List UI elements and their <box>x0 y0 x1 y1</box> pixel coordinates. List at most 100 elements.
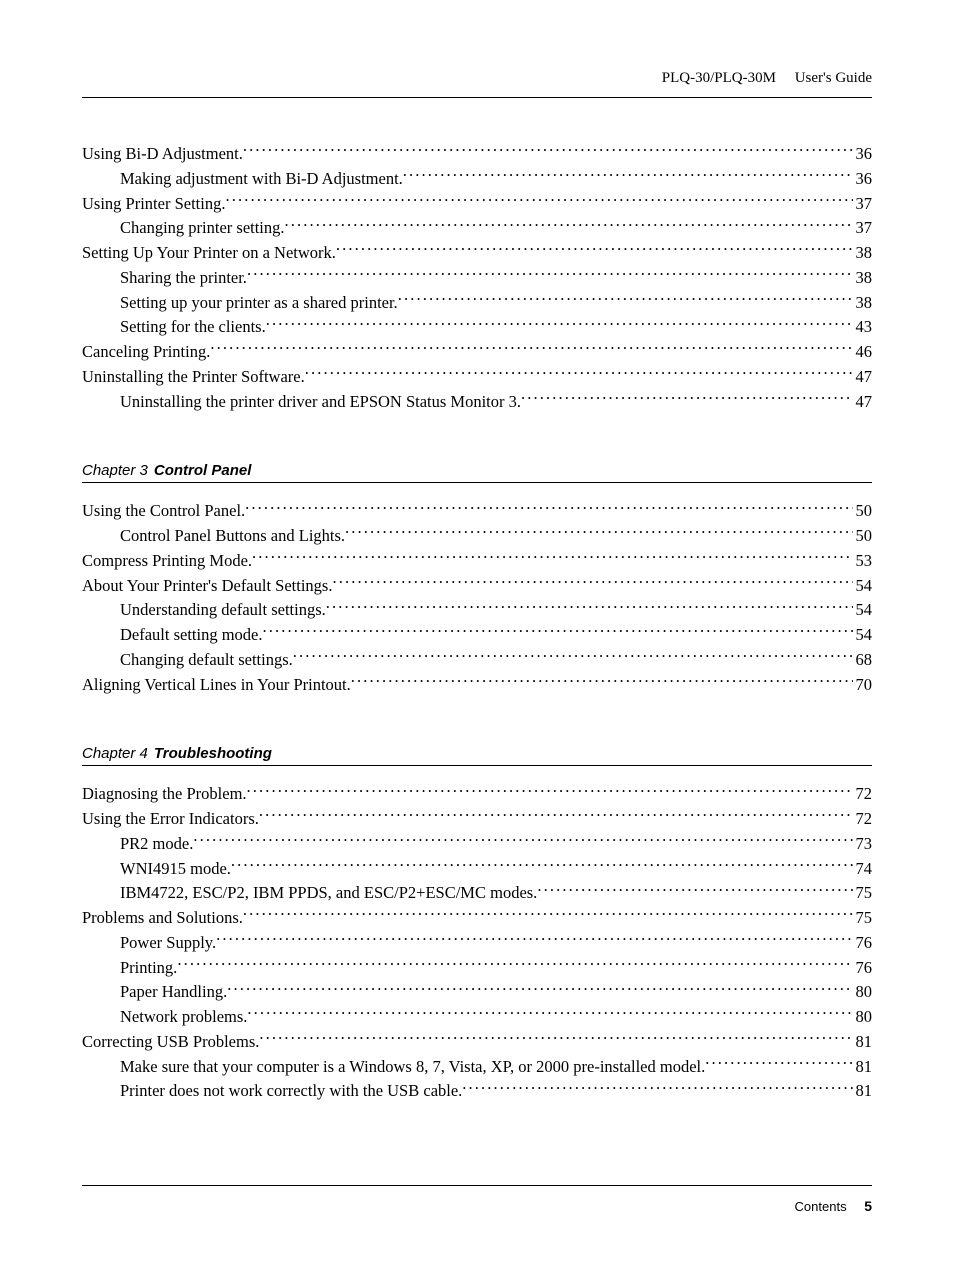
footer-page-number: 5 <box>850 1198 872 1214</box>
toc-entry-page: 74 <box>853 857 873 882</box>
toc-leader-dots <box>351 673 853 690</box>
toc-entry-page: 73 <box>853 832 873 857</box>
toc-entry-page: 38 <box>853 291 873 316</box>
toc-entry[interactable]: Uninstalling the printer driver and EPSO… <box>82 390 872 415</box>
toc-entry[interactable]: Making adjustment with Bi-D Adjustment. … <box>82 167 872 192</box>
toc-body: Using Bi-D Adjustment. 36Making adjustme… <box>82 142 872 1104</box>
toc-leader-dots <box>462 1080 852 1097</box>
toc-entry[interactable]: About Your Printer's Default Settings. 5… <box>82 574 872 599</box>
toc-entry-page: 38 <box>853 266 873 291</box>
toc-leader-dots <box>216 931 852 948</box>
toc-entry-page: 54 <box>853 623 873 648</box>
toc-entry[interactable]: Setting up your printer as a shared prin… <box>82 291 872 316</box>
toc-leader-dots <box>243 143 853 160</box>
toc-leader-dots <box>326 599 853 616</box>
toc-entry-label: IBM4722, ESC/P2, IBM PPDS, and ESC/P2+ES… <box>120 881 537 906</box>
chapter-title: Control Panel <box>148 462 252 479</box>
toc-leader-dots <box>210 341 852 358</box>
toc-entry[interactable]: Using Bi-D Adjustment. 36 <box>82 142 872 167</box>
toc-entry-page: 38 <box>853 241 873 266</box>
toc-entry-page: 43 <box>853 315 873 340</box>
toc-entry[interactable]: Uninstalling the Printer Software. 47 <box>82 365 872 390</box>
toc-entry-label: Make sure that your computer is a Window… <box>120 1055 705 1080</box>
toc-entry[interactable]: Paper Handling. 80 <box>82 980 872 1005</box>
toc-leader-dots <box>177 956 852 973</box>
toc-entry-page: 54 <box>853 574 873 599</box>
toc-entry-label: PR2 mode. <box>120 832 193 857</box>
toc-entry-label: Correcting USB Problems. <box>82 1030 259 1055</box>
toc-entry[interactable]: Printing. 76 <box>82 956 872 981</box>
toc-entry[interactable]: Changing default settings. 68 <box>82 648 872 673</box>
toc-entry-page: 54 <box>853 598 873 623</box>
chapter-number: Chapter 4 <box>82 745 148 762</box>
toc-entry-page: 81 <box>853 1030 873 1055</box>
toc-entry[interactable]: Make sure that your computer is a Window… <box>82 1055 872 1080</box>
toc-entry[interactable]: Power Supply. 76 <box>82 931 872 956</box>
toc-entry-page: 68 <box>853 648 873 673</box>
toc-entry-label: Network problems. <box>120 1005 247 1030</box>
toc-entry[interactable]: IBM4722, ESC/P2, IBM PPDS, and ESC/P2+ES… <box>82 881 872 906</box>
toc-entry-page: 81 <box>853 1055 873 1080</box>
toc-leader-dots <box>263 624 853 641</box>
toc-entry-label: Control Panel Buttons and Lights. <box>120 524 345 549</box>
toc-entry[interactable]: Default setting mode. 54 <box>82 623 872 648</box>
toc-entry[interactable]: Setting for the clients. 43 <box>82 315 872 340</box>
toc-entry[interactable]: Using Printer Setting. 37 <box>82 192 872 217</box>
toc-entry[interactable]: Using the Control Panel. 50 <box>82 499 872 524</box>
toc-entry[interactable]: Compress Printing Mode. 53 <box>82 549 872 574</box>
toc-entry[interactable]: Changing printer setting. 37 <box>82 216 872 241</box>
toc-entry-label: Default setting mode. <box>120 623 263 648</box>
page-header: PLQ-30/PLQ-30M User's Guide <box>82 70 872 98</box>
toc-entry[interactable]: Network problems. 80 <box>82 1005 872 1030</box>
toc-entry-page: 47 <box>853 365 873 390</box>
product-name: PLQ-30/PLQ-30M <box>662 70 776 86</box>
toc-entry-label: Using the Error Indicators. <box>82 807 259 832</box>
toc-entry-page: 36 <box>853 167 873 192</box>
toc-leader-dots <box>305 365 853 382</box>
toc-entry[interactable]: PR2 mode. 73 <box>82 832 872 857</box>
chapter-number: Chapter 3 <box>82 462 148 479</box>
toc-entry-page: 46 <box>853 340 873 365</box>
chapter-heading: Chapter 4Troubleshooting <box>82 745 872 766</box>
toc-entry[interactable]: Correcting USB Problems. 81 <box>82 1030 872 1055</box>
toc-entry-label: Changing default settings. <box>120 648 293 673</box>
toc-entry-label: Paper Handling. <box>120 980 227 1005</box>
toc-entry[interactable]: Setting Up Your Printer on a Network. 38 <box>82 241 872 266</box>
toc-entry-label: Uninstalling the printer driver and EPSO… <box>120 390 521 415</box>
toc-leader-dots <box>705 1055 852 1072</box>
page-footer: Contents 5 <box>82 1185 872 1214</box>
toc-entry[interactable]: Using the Error Indicators. 72 <box>82 807 872 832</box>
toc-entry-label: Printing. <box>120 956 177 981</box>
chapter-heading: Chapter 3Control Panel <box>82 462 872 483</box>
toc-leader-dots <box>225 192 852 209</box>
toc-leader-dots <box>332 574 852 591</box>
toc-entry[interactable]: WNI4915 mode. 74 <box>82 857 872 882</box>
toc-leader-dots <box>403 167 853 184</box>
toc-entry[interactable]: Aligning Vertical Lines in Your Printout… <box>82 673 872 698</box>
toc-entry-label: Setting Up Your Printer on a Network. <box>82 241 336 266</box>
toc-entry-label: Compress Printing Mode. <box>82 549 252 574</box>
toc-entry[interactable]: Printer does not work correctly with the… <box>82 1079 872 1104</box>
toc-entry-page: 81 <box>853 1079 873 1104</box>
toc-entry[interactable]: Problems and Solutions. 75 <box>82 906 872 931</box>
toc-leader-dots <box>259 1030 852 1047</box>
footer-label: Contents <box>795 1199 847 1214</box>
toc-entry-page: 50 <box>853 499 873 524</box>
toc-entry-page: 37 <box>853 192 873 217</box>
toc-entry-page: 75 <box>853 881 873 906</box>
toc-leader-dots <box>247 783 853 800</box>
toc-entry[interactable]: Diagnosing the Problem. 72 <box>82 782 872 807</box>
toc-entry-page: 76 <box>853 931 873 956</box>
toc-entry-label: Aligning Vertical Lines in Your Printout… <box>82 673 351 698</box>
toc-entry-label: Using Printer Setting. <box>82 192 225 217</box>
toc-entry[interactable]: Canceling Printing. 46 <box>82 340 872 365</box>
toc-entry[interactable]: Sharing the printer. 38 <box>82 266 872 291</box>
toc-leader-dots <box>398 291 853 308</box>
toc-entry[interactable]: Control Panel Buttons and Lights. 50 <box>82 524 872 549</box>
toc-entry-page: 80 <box>853 1005 873 1030</box>
toc-leader-dots <box>227 981 852 998</box>
toc-entry-page: 72 <box>853 807 873 832</box>
toc-entry-label: Setting up your printer as a shared prin… <box>120 291 398 316</box>
toc-entry-label: Power Supply. <box>120 931 216 956</box>
toc-entry[interactable]: Understanding default settings. 54 <box>82 598 872 623</box>
